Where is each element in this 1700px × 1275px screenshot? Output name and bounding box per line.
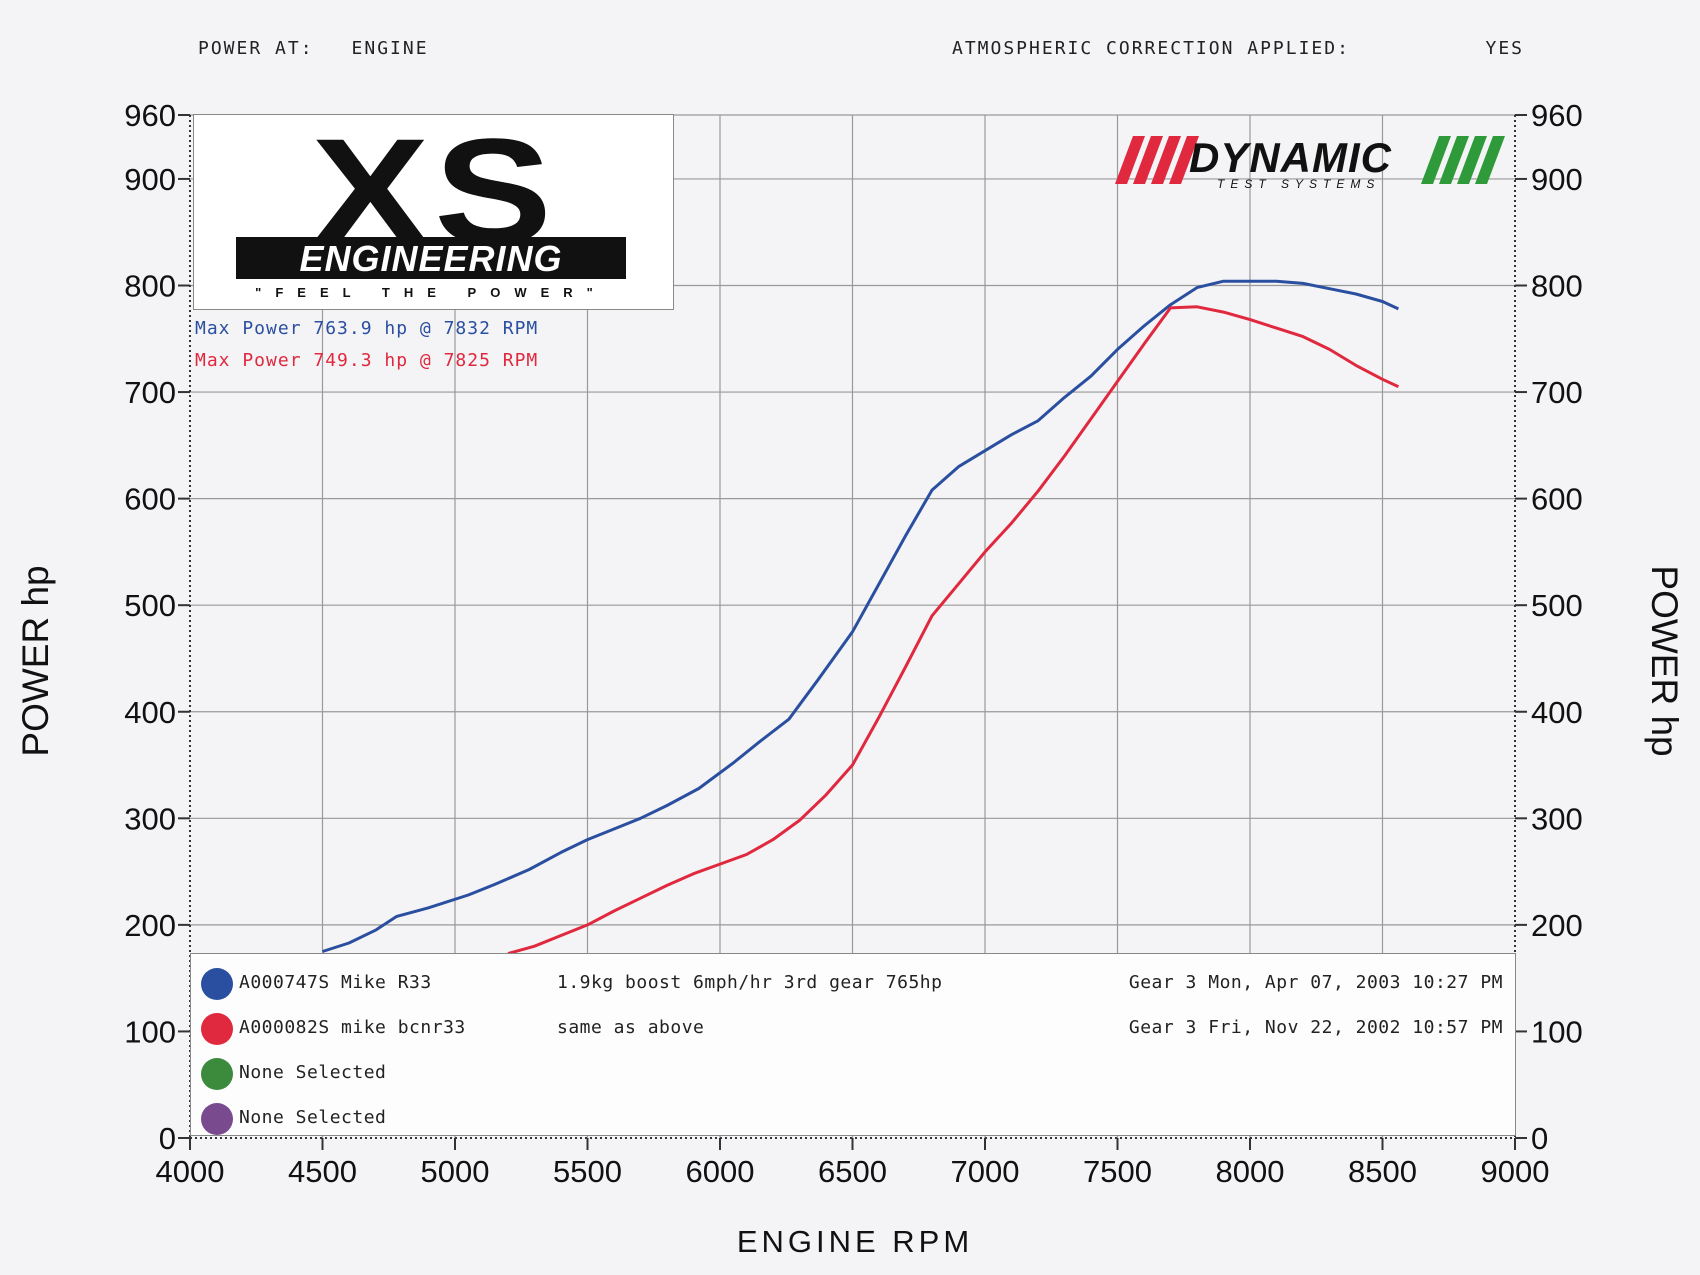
series-line-2 — [507, 305, 1400, 956]
x-tick-label: 4000 — [156, 1154, 225, 1189]
chart-axes: 4000 4500 5000 5500 6000 6500 7000 7500 8000 8500… — [124, 98, 1582, 1189]
legend-row[interactable]: None Selected — [191, 1054, 1515, 1094]
y-tick-label-left: 800 — [124, 269, 176, 304]
y-tick-label-right: 500 — [1531, 588, 1583, 623]
y-axis-title-right: POWER hp — [1644, 565, 1685, 756]
y-axis-title-left: POWER hp — [15, 565, 56, 756]
x-tick-label: 5500 — [553, 1154, 622, 1189]
dynamic-logo-sub: TEST SYSTEMS — [1217, 177, 1380, 191]
x-tick-label: 7000 — [951, 1154, 1020, 1189]
max-power-line-1: Max Power 763.9 hp @ 7832 RPM — [195, 318, 539, 339]
y-tick-label-left: 0 — [159, 1121, 176, 1156]
legend-run-date: Gear 3 Fri, Nov 22, 2002 10:57 PM — [1128, 1017, 1503, 1038]
legend-run-id: A000082S mike bcnr33 — [239, 1017, 466, 1038]
y-tick-label-right: 700 — [1531, 375, 1583, 410]
legend-color-dot-icon — [201, 1103, 233, 1135]
legend-color-dot-icon — [201, 1013, 233, 1045]
y-tick-label-right: 300 — [1531, 801, 1583, 836]
chart-series — [322, 279, 1400, 956]
y-tick-label-left: 300 — [124, 801, 176, 836]
y-tick-label-left: 900 — [124, 162, 176, 197]
y-tick-label-left: 100 — [124, 1014, 176, 1049]
y-tick-label-right: 200 — [1531, 908, 1583, 943]
legend-row[interactable]: A000747S Mike R33 1.9kg boost 6mph/hr 3rd… — [191, 964, 1515, 1004]
correction-header: ATMOSPHERIC CORRECTION APPLIED: YES — [952, 38, 1524, 59]
dynamic-test-systems-logo: DYNAMIC TEST SYSTEMS — [1105, 128, 1515, 204]
y-tick-label-right: 600 — [1531, 482, 1583, 517]
x-tick-label: 4500 — [288, 1154, 357, 1189]
xs-logo-sub: ENGINEERING — [299, 238, 562, 279]
x-axis-title: ENGINE RPM — [737, 1224, 973, 1259]
series-line-1 — [322, 279, 1400, 953]
y-tick-label-right: 800 — [1531, 269, 1583, 304]
x-tick-label: 6500 — [818, 1154, 887, 1189]
max-power-line-2: Max Power 749.3 hp @ 7825 RPM — [195, 350, 539, 371]
legend-color-dot-icon — [201, 968, 233, 1000]
legend-run-id: A000747S Mike R33 — [239, 972, 432, 993]
x-tick-label: 5000 — [421, 1154, 490, 1189]
x-tick-label: 8500 — [1348, 1154, 1417, 1189]
xs-logo-tagline: "FEEL THE POWER" — [255, 285, 607, 300]
power-at-header: POWER AT: ENGINE — [198, 38, 429, 59]
x-tick-label: 7500 — [1083, 1154, 1152, 1189]
max-power-readouts: Max Power 763.9 hp @ 7832 RPM Max Power 7… — [195, 318, 538, 382]
y-tick-label-right: 0 — [1531, 1121, 1548, 1156]
legend-run-date: Gear 3 Mon, Apr 07, 2003 10:27 PM — [1128, 972, 1503, 993]
legend-row[interactable]: None Selected — [191, 1099, 1515, 1139]
power-at-value: ENGINE — [351, 38, 429, 59]
y-tick-label-left: 700 — [124, 375, 176, 410]
correction-value: YES — [1485, 38, 1524, 59]
correction-label: ATMOSPHERIC CORRECTION APPLIED: — [952, 38, 1350, 59]
legend-run-desc: same as above — [557, 1017, 705, 1038]
x-tick-label: 8000 — [1216, 1154, 1285, 1189]
x-tick-label: 9000 — [1481, 1154, 1550, 1189]
y-tick-label-left: 960 — [124, 98, 176, 133]
y-tick-label-right: 900 — [1531, 162, 1583, 197]
y-tick-label-right: 400 — [1531, 695, 1583, 730]
run-legend: A000747S Mike R33 1.9kg boost 6mph/hr 3rd… — [190, 953, 1516, 1136]
legend-row[interactable]: A000082S mike bcnr33 same as above Gear 3 … — [191, 1009, 1515, 1049]
legend-run-id: None Selected — [239, 1062, 387, 1083]
dynamic-logo-main: DYNAMIC — [1189, 134, 1392, 181]
y-tick-label-left: 500 — [124, 588, 176, 623]
legend-run-desc: 1.9kg boost 6mph/hr 3rd gear 765hp — [557, 972, 943, 993]
power-at-label: POWER AT: — [198, 38, 314, 59]
xs-engineering-logo: XS ENGINEERING "FEEL THE POWER" — [193, 107, 674, 310]
y-tick-label-left: 400 — [124, 695, 176, 730]
y-tick-label-left: 600 — [124, 482, 176, 517]
y-tick-label-left: 200 — [124, 908, 176, 943]
legend-color-dot-icon — [201, 1058, 233, 1090]
y-tick-label-right: 100 — [1531, 1014, 1583, 1049]
y-tick-label-right: 960 — [1531, 98, 1583, 133]
legend-run-id: None Selected — [239, 1107, 387, 1128]
x-tick-label: 6000 — [686, 1154, 755, 1189]
